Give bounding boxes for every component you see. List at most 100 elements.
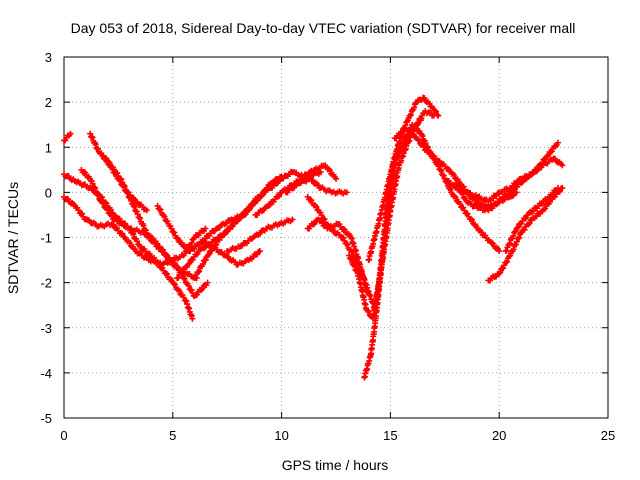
sdtvar-chart: 0510152025-5-4-3-2-10123 Day 053 of 2018… xyxy=(0,0,640,480)
data-point xyxy=(253,237,254,238)
y-tick-label: -5 xyxy=(40,411,52,426)
data-point xyxy=(423,97,424,98)
data-point xyxy=(510,255,511,256)
data-point xyxy=(499,192,500,193)
data-point xyxy=(183,255,184,256)
x-tick-label: 10 xyxy=(274,428,288,443)
data-point xyxy=(488,210,489,211)
data-point xyxy=(207,282,208,283)
data-point xyxy=(407,120,408,121)
data-point xyxy=(170,260,171,261)
data-point xyxy=(557,142,558,143)
data-point xyxy=(127,192,128,193)
y-tick-label: 0 xyxy=(45,185,52,200)
data-point xyxy=(266,228,267,229)
data-point xyxy=(390,174,391,175)
data-point xyxy=(205,228,206,229)
data-point xyxy=(248,260,249,261)
data-point xyxy=(547,156,548,157)
data-points xyxy=(61,95,565,381)
data-point xyxy=(520,178,521,179)
x-tick-label: 20 xyxy=(492,428,506,443)
data-point xyxy=(325,165,326,166)
data-point xyxy=(342,237,343,238)
data-point xyxy=(225,255,226,256)
data-point xyxy=(499,251,500,252)
data-point xyxy=(366,291,367,292)
data-point xyxy=(270,183,271,184)
data-point xyxy=(477,228,478,229)
data-point xyxy=(118,178,119,179)
data-point xyxy=(259,196,260,197)
data-point xyxy=(185,273,186,274)
data-point xyxy=(451,192,452,193)
data-point xyxy=(364,377,365,378)
data-point xyxy=(90,133,91,134)
data-point xyxy=(133,205,134,206)
data-point xyxy=(318,219,319,220)
data-point xyxy=(375,323,376,324)
data-point xyxy=(438,115,439,116)
series-arc-17 xyxy=(346,95,441,322)
data-point xyxy=(320,172,321,173)
data-point xyxy=(366,309,367,310)
y-tick-label: 2 xyxy=(45,95,52,110)
plus-markers xyxy=(346,95,441,322)
data-point xyxy=(281,192,282,193)
data-point xyxy=(466,201,467,202)
data-point xyxy=(520,232,521,233)
data-point xyxy=(74,181,75,182)
data-point xyxy=(477,208,478,209)
data-point xyxy=(381,264,382,265)
data-point xyxy=(172,264,173,265)
data-point xyxy=(499,201,500,202)
data-point xyxy=(98,151,99,152)
data-point xyxy=(314,169,315,170)
data-point xyxy=(98,226,99,227)
data-point xyxy=(331,192,332,193)
data-point xyxy=(135,201,136,202)
data-point xyxy=(211,246,212,247)
data-point xyxy=(562,165,563,166)
series-arc-1 xyxy=(61,131,74,144)
data-point xyxy=(279,223,280,224)
data-point xyxy=(542,165,543,166)
data-point xyxy=(70,133,71,134)
data-point xyxy=(444,178,445,179)
data-point xyxy=(177,278,178,279)
data-point xyxy=(255,214,256,215)
x-tick-label: 0 xyxy=(60,428,67,443)
data-point xyxy=(349,255,350,256)
x-tick-label: 5 xyxy=(169,428,176,443)
data-point xyxy=(114,219,115,220)
data-point xyxy=(211,242,212,243)
data-point xyxy=(488,201,489,202)
data-point xyxy=(192,318,193,319)
data-point xyxy=(320,187,321,188)
data-point xyxy=(449,169,450,170)
y-tick-label: 1 xyxy=(45,140,52,155)
data-point xyxy=(124,237,125,238)
data-point xyxy=(148,260,149,261)
data-point xyxy=(233,223,234,224)
data-point xyxy=(201,242,202,243)
data-point xyxy=(403,147,404,148)
data-point xyxy=(531,174,532,175)
data-point xyxy=(285,192,286,193)
data-point xyxy=(179,242,180,243)
data-point xyxy=(336,178,337,179)
data-point xyxy=(346,192,347,193)
data-point xyxy=(562,187,563,188)
data-point xyxy=(100,201,101,202)
data-point xyxy=(74,205,75,206)
data-point xyxy=(129,228,130,229)
data-point xyxy=(351,237,352,238)
data-point xyxy=(183,278,184,279)
data-point xyxy=(111,223,112,224)
data-point xyxy=(194,237,195,238)
data-point xyxy=(490,242,491,243)
data-point xyxy=(246,210,247,211)
axis-ticks: 0510152025-5-4-3-2-10123 xyxy=(40,50,615,443)
data-point xyxy=(194,278,195,279)
data-point xyxy=(64,140,65,141)
